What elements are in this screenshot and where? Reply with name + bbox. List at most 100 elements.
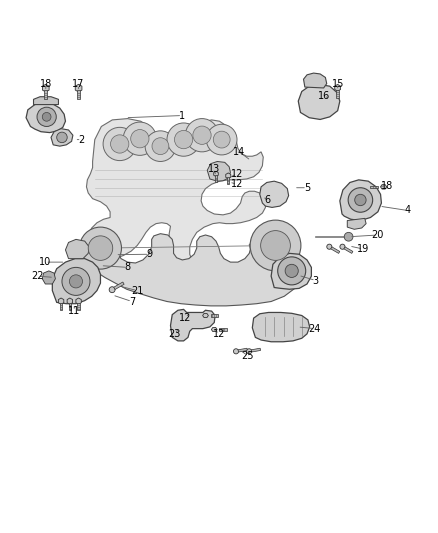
Circle shape [131, 130, 148, 148]
Text: 5: 5 [303, 183, 309, 193]
Circle shape [42, 112, 51, 121]
Polygon shape [77, 90, 80, 99]
Polygon shape [67, 298, 72, 304]
Polygon shape [215, 175, 216, 182]
Circle shape [192, 126, 211, 144]
Polygon shape [207, 161, 230, 181]
Polygon shape [237, 348, 247, 352]
Polygon shape [369, 185, 377, 188]
Polygon shape [33, 96, 58, 104]
Text: 19: 19 [356, 244, 368, 254]
Text: 11: 11 [68, 306, 80, 316]
Circle shape [79, 227, 121, 269]
Polygon shape [65, 239, 89, 259]
Text: 24: 24 [308, 324, 320, 334]
Polygon shape [170, 309, 215, 341]
Polygon shape [76, 298, 81, 304]
Polygon shape [303, 73, 326, 88]
Polygon shape [297, 84, 339, 119]
Circle shape [354, 195, 365, 206]
Text: 2: 2 [78, 135, 85, 144]
Circle shape [339, 244, 344, 249]
Text: 18: 18 [380, 181, 392, 190]
Polygon shape [271, 253, 311, 289]
Polygon shape [202, 313, 208, 318]
Text: 3: 3 [312, 276, 318, 286]
Text: 25: 25 [241, 351, 254, 361]
Text: 12: 12 [179, 313, 191, 322]
Polygon shape [252, 312, 309, 342]
Text: 4: 4 [404, 206, 410, 215]
Circle shape [206, 124, 237, 155]
Text: 7: 7 [129, 296, 135, 306]
Text: 1: 1 [179, 110, 185, 120]
Text: 12: 12 [213, 329, 225, 339]
Text: 22: 22 [32, 271, 44, 281]
Polygon shape [42, 84, 49, 92]
Polygon shape [330, 247, 339, 253]
Text: 10: 10 [39, 257, 51, 267]
Text: 12: 12 [230, 179, 243, 189]
Text: 20: 20 [371, 230, 383, 240]
Text: 12: 12 [230, 169, 243, 179]
Polygon shape [251, 348, 260, 352]
Circle shape [347, 188, 372, 212]
Polygon shape [52, 259, 100, 304]
Text: 21: 21 [131, 286, 143, 296]
Circle shape [326, 244, 331, 249]
Polygon shape [60, 303, 62, 310]
Polygon shape [42, 271, 55, 284]
Polygon shape [77, 303, 80, 310]
Circle shape [110, 135, 129, 153]
Text: 16: 16 [317, 91, 329, 101]
Circle shape [103, 127, 136, 160]
Polygon shape [68, 303, 71, 310]
Circle shape [285, 264, 297, 278]
Polygon shape [51, 128, 73, 146]
Polygon shape [26, 102, 65, 133]
Circle shape [69, 275, 82, 288]
Text: 8: 8 [124, 262, 131, 272]
Polygon shape [219, 328, 226, 330]
Polygon shape [225, 173, 230, 179]
Circle shape [88, 236, 113, 261]
Text: 17: 17 [72, 79, 85, 90]
Circle shape [152, 138, 169, 155]
Polygon shape [336, 90, 338, 98]
Text: 13: 13 [208, 164, 220, 174]
Polygon shape [346, 219, 365, 229]
Text: 6: 6 [264, 195, 270, 205]
Polygon shape [380, 184, 386, 189]
Polygon shape [334, 84, 340, 91]
Polygon shape [211, 327, 217, 332]
Text: 14: 14 [233, 147, 245, 157]
Circle shape [37, 107, 56, 126]
Text: 18: 18 [39, 78, 52, 88]
Circle shape [57, 132, 67, 143]
Circle shape [260, 231, 290, 261]
Text: 15: 15 [331, 78, 343, 88]
Circle shape [123, 122, 156, 155]
Polygon shape [44, 90, 47, 99]
Polygon shape [86, 118, 271, 279]
Circle shape [62, 268, 90, 295]
Circle shape [109, 287, 115, 293]
Circle shape [250, 220, 300, 271]
Circle shape [343, 232, 352, 241]
Circle shape [185, 118, 218, 152]
Polygon shape [75, 84, 82, 92]
Polygon shape [210, 314, 218, 317]
Text: 23: 23 [168, 329, 180, 339]
Polygon shape [259, 181, 288, 207]
Circle shape [166, 123, 200, 156]
Circle shape [246, 349, 251, 354]
Polygon shape [213, 171, 218, 176]
Text: 9: 9 [146, 249, 152, 259]
Circle shape [145, 131, 175, 161]
Circle shape [233, 349, 238, 354]
Circle shape [174, 131, 192, 149]
Polygon shape [226, 177, 229, 184]
Polygon shape [343, 247, 352, 253]
Polygon shape [88, 233, 294, 306]
Circle shape [277, 257, 305, 285]
